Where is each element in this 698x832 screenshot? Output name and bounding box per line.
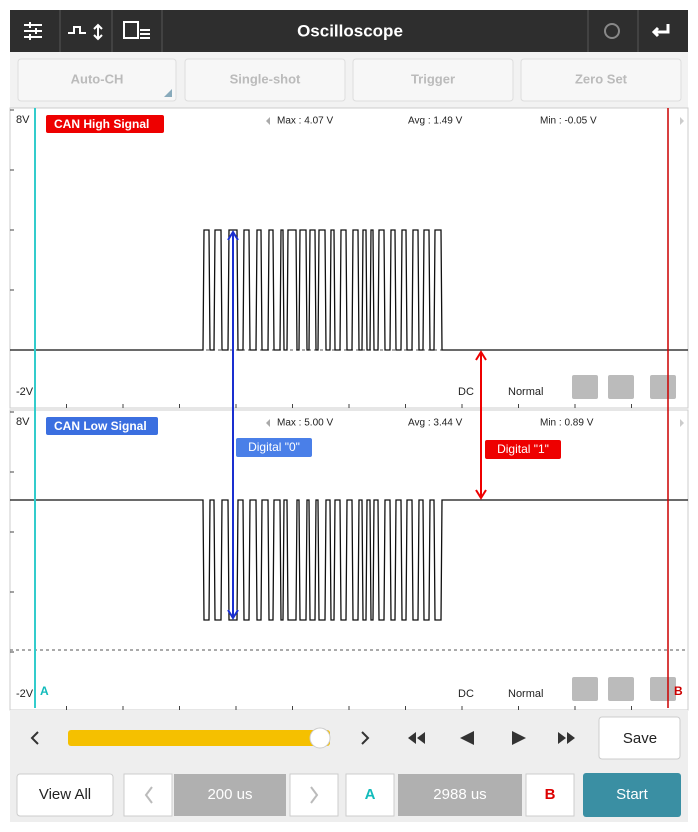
mode-buttons[interactable] bbox=[17, 58, 682, 102]
dropdown-corner bbox=[164, 89, 172, 97]
min-value: Min : -0.05 V bbox=[540, 116, 597, 127]
cursor-delta-box bbox=[398, 774, 522, 816]
button-label[interactable]: Trigger bbox=[411, 71, 455, 86]
single-shot-button[interactable] bbox=[184, 58, 346, 102]
view-all-label[interactable]: View All bbox=[39, 786, 91, 803]
channel-badge bbox=[46, 115, 164, 133]
avg-value: Avg : 3.44 V bbox=[408, 418, 463, 429]
stat-arrow bbox=[266, 419, 270, 427]
save-label[interactable]: Save bbox=[623, 730, 657, 747]
annotation: Digital "1" bbox=[497, 442, 549, 456]
prev-arrow bbox=[144, 786, 153, 804]
waveform bbox=[10, 499, 688, 621]
button-label[interactable]: Single-shot bbox=[230, 71, 301, 86]
button-label[interactable]: Zero Set bbox=[575, 71, 628, 86]
slider-knob[interactable] bbox=[309, 727, 331, 749]
coupling: DC bbox=[458, 386, 474, 398]
next-time-button[interactable] bbox=[289, 773, 339, 817]
save-button[interactable] bbox=[598, 716, 681, 760]
prev-time-button[interactable] bbox=[123, 773, 173, 817]
panel-tool[interactable] bbox=[572, 375, 598, 399]
view-all-button[interactable] bbox=[16, 773, 114, 817]
max-value: Max : 4.07 V bbox=[277, 116, 333, 127]
scope-panel bbox=[9, 107, 689, 409]
cursor-a-marker: A bbox=[40, 684, 49, 698]
toolbar-dividers bbox=[59, 10, 639, 52]
nav-arrows[interactable] bbox=[30, 731, 370, 745]
stat-arrow bbox=[266, 117, 270, 125]
waveform bbox=[10, 229, 688, 351]
min-value: Min : 0.89 V bbox=[540, 418, 594, 429]
stat-arrow bbox=[680, 117, 684, 125]
app-title: Oscilloscope bbox=[297, 21, 403, 40]
channel-label: CAN Low Signal bbox=[54, 419, 147, 433]
channel-badge bbox=[46, 417, 158, 435]
channel-label: CAN High Signal bbox=[54, 117, 149, 131]
coupling: DC bbox=[458, 688, 474, 700]
zero-set-button[interactable] bbox=[520, 58, 682, 102]
cursor-b-marker: B bbox=[674, 684, 683, 698]
cursor-a-label[interactable]: A bbox=[365, 786, 376, 803]
cursor-b-label[interactable]: B bbox=[545, 786, 556, 803]
panel-tool[interactable] bbox=[608, 375, 634, 399]
panel-tool[interactable] bbox=[572, 677, 598, 701]
scope-panel bbox=[9, 409, 689, 711]
y-bottom-label: -2V bbox=[16, 386, 34, 398]
y-top-label: 8V bbox=[16, 114, 30, 126]
y-bottom-label: -2V bbox=[16, 688, 34, 700]
next-arrow bbox=[310, 786, 319, 804]
button-label[interactable]: Auto-CH bbox=[71, 71, 124, 86]
start-label[interactable]: Start bbox=[616, 786, 649, 803]
cursor-a-button[interactable] bbox=[345, 773, 395, 817]
digital-1-arrow bbox=[475, 350, 487, 500]
start-button[interactable] bbox=[583, 773, 681, 817]
playback-buttons[interactable] bbox=[408, 731, 575, 745]
time-base-box bbox=[174, 774, 286, 816]
time-base: 200 us bbox=[207, 786, 252, 803]
panel-tool[interactable] bbox=[650, 375, 676, 399]
cursor-b-button[interactable] bbox=[525, 773, 575, 817]
trigger-mode: Normal bbox=[508, 386, 543, 398]
toolbar-icons bbox=[24, 21, 670, 41]
stat-arrow bbox=[680, 419, 684, 427]
annotation-badge bbox=[236, 438, 312, 457]
timeline-slider[interactable] bbox=[68, 730, 330, 746]
annotation-badge bbox=[485, 440, 561, 459]
digital-0-arrow bbox=[227, 230, 239, 620]
y-top-label: 8V bbox=[16, 416, 30, 428]
annotation: Digital "0" bbox=[248, 440, 300, 454]
panel-tool[interactable] bbox=[608, 677, 634, 701]
cursor-delta: 2988 us bbox=[433, 786, 486, 803]
trigger-button[interactable] bbox=[352, 58, 514, 102]
auto-ch-button[interactable] bbox=[17, 58, 177, 102]
avg-value: Avg : 1.49 V bbox=[408, 116, 463, 127]
max-value: Max : 5.00 V bbox=[277, 418, 333, 429]
trigger-mode: Normal bbox=[508, 688, 543, 700]
panel-tool[interactable] bbox=[650, 677, 676, 701]
